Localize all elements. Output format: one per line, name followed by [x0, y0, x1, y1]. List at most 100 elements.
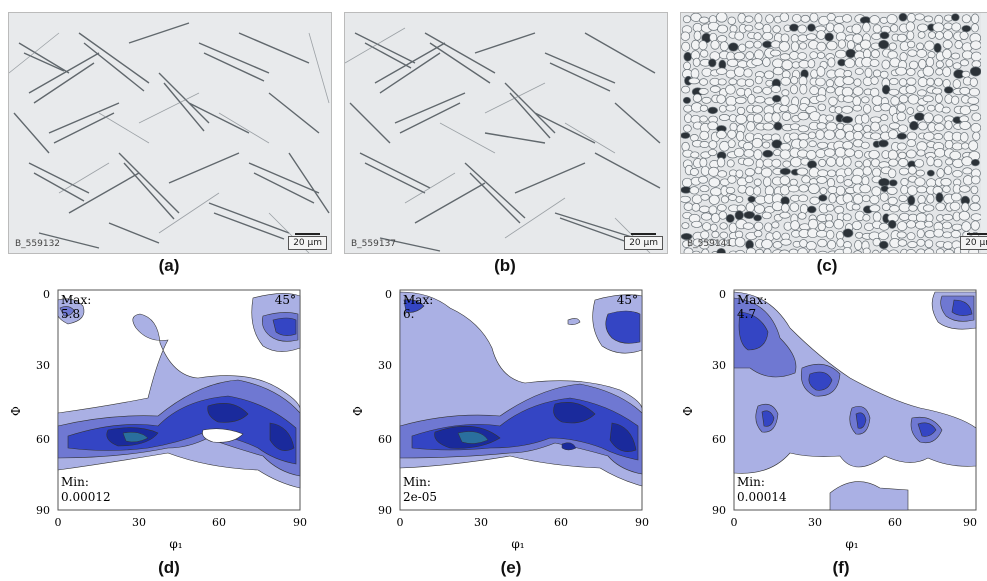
ferrite-grain [681, 41, 691, 52]
ferrite-grain [924, 40, 935, 51]
ferrite-grain [970, 40, 981, 50]
ferrite-grain [754, 13, 763, 24]
ferrite-grain [826, 40, 838, 51]
caption-a: (a) [158, 256, 180, 275]
ferrite-grain [699, 78, 708, 86]
ferrite-grain [837, 39, 846, 49]
ferrite-grain [699, 115, 708, 123]
pearlite-grain [935, 192, 944, 203]
ferrite-grain [842, 141, 854, 150]
ferrite-grain [788, 184, 800, 193]
ferrite-grain [734, 230, 744, 239]
ferrite-grain [872, 211, 882, 222]
ferrite-grain [870, 76, 879, 85]
pearlite-grain [878, 177, 890, 187]
ferrite-grain [906, 77, 917, 86]
ferrite-grain [842, 14, 853, 23]
ferrite-grain [716, 204, 727, 212]
ferrite-grain [816, 94, 827, 102]
ferrite-grain [925, 57, 935, 68]
ferrite-grain [789, 51, 800, 60]
ferrite-grain [907, 49, 918, 57]
ferrite-grain [765, 14, 774, 24]
ferrite-grain [877, 231, 889, 241]
ferrite-grain [871, 249, 880, 253]
ferrite-grain [851, 23, 862, 35]
ferrite-grain [881, 203, 891, 211]
ferrite-grain [761, 211, 772, 220]
ferrite-grain [787, 104, 799, 114]
ferrite-grain [816, 66, 826, 77]
pearlite-grain [970, 158, 980, 167]
ferrite-grain [707, 238, 717, 246]
ferrite-grain [917, 89, 927, 97]
ferrite-grain [961, 142, 970, 150]
ferrite-grain [698, 175, 709, 184]
ferrite-grain [970, 185, 979, 195]
pearlite-grain [926, 169, 935, 177]
ferrite-grain [817, 103, 826, 112]
caption-f: (f) [832, 558, 850, 577]
ferrite-grain [970, 51, 981, 62]
angle-label: 45° [275, 293, 296, 307]
ferrite-grain [846, 40, 855, 50]
ferrite-grain [869, 195, 880, 205]
ferrite-grain [961, 156, 973, 167]
ferrite-grain [933, 158, 943, 168]
ferrite-grain [969, 77, 978, 87]
ferrite-grain [823, 129, 836, 140]
ferrite-grain [779, 13, 790, 22]
ferrite-grain [691, 194, 703, 204]
ferrite-grain [914, 158, 925, 168]
x-tick: 0 [55, 516, 62, 529]
ferrite-grain [916, 105, 925, 112]
pearlite-grain [762, 149, 774, 158]
ferrite-grain [898, 94, 909, 104]
ferrite-grain [942, 39, 953, 50]
ferrite-grain [915, 169, 925, 177]
ferrite-grain [871, 32, 882, 40]
pearlite-grain [898, 13, 908, 22]
ferrite-grain [819, 187, 828, 195]
ferrite-grain [798, 139, 808, 149]
ferrite-grain [681, 85, 691, 94]
pearlite-grain [951, 13, 960, 22]
ferrite-grain [691, 220, 703, 228]
ferrite-grain [734, 31, 745, 41]
ferrite-grain [727, 129, 737, 139]
y-tick: 60 [378, 433, 392, 446]
ferrite-grain [798, 194, 809, 203]
micrograph-a-image [9, 13, 331, 253]
y-tick: 60 [36, 433, 50, 446]
ferrite-grain [888, 249, 899, 253]
pearlite-grain [914, 112, 925, 122]
ferrite-grain [936, 168, 945, 178]
ferrite-grain [761, 167, 773, 178]
ferrite-grain [868, 149, 880, 160]
ferrite-grain [816, 41, 827, 52]
max-value: 5.8 [61, 307, 80, 321]
ferrite-grain [952, 62, 962, 70]
ferrite-grain [815, 129, 825, 140]
ferrite-grain [780, 76, 791, 86]
ferrite-grain [972, 131, 981, 141]
pearlite-grain [961, 25, 972, 33]
caption-c: (c) [816, 256, 838, 275]
ferrite-grain [763, 176, 772, 188]
ferrite-grain [754, 166, 763, 175]
ferrite-grain [844, 167, 853, 177]
ferrite-grain [843, 156, 852, 167]
ferrite-grain [681, 31, 691, 41]
ferrite-grain [683, 124, 692, 133]
ferrite-grain [854, 67, 864, 75]
ferrite-grain [717, 170, 728, 178]
ferrite-grain [853, 250, 863, 253]
pearlite-grain [681, 132, 691, 139]
ferrite-grain [779, 104, 790, 113]
ferrite-grain [914, 177, 926, 187]
ferrite-grain [753, 40, 762, 49]
y-tick: 90 [712, 504, 726, 517]
ferrite-grain [935, 248, 945, 253]
micrograph-a: B_559132 20 µm [8, 12, 332, 254]
ferrite-grain [954, 40, 963, 50]
